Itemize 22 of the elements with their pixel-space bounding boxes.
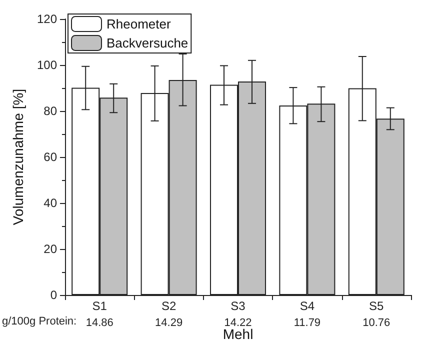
y-tick-label: 100: [36, 58, 58, 72]
x-tick-label: S3: [230, 299, 246, 313]
text: 10.76: [362, 317, 390, 329]
y-tick-label: 40: [44, 196, 58, 210]
y-tick-label: 120: [36, 12, 58, 26]
legend-label: Rheometer: [106, 16, 172, 32]
y-tick-label: 20: [44, 242, 58, 256]
text: 14.22: [224, 317, 252, 329]
text: 14.86: [86, 317, 114, 329]
y-tick-label: 80: [44, 104, 58, 118]
y-tick-label: 60: [44, 150, 58, 164]
x-tick-label: S1: [92, 299, 108, 313]
x-axis-title: Mehl: [222, 326, 254, 342]
text: g/100g Protein:: [2, 316, 77, 328]
text: 14.29: [155, 317, 183, 329]
x-tick-label: S2: [161, 299, 176, 313]
x-tick-label: S4: [300, 299, 315, 313]
x-tick-label: S5: [369, 299, 384, 313]
y-tick-label: 0: [50, 288, 58, 302]
y-axis-title: Volumenzunahme [%]: [10, 88, 26, 226]
text: 11.79: [294, 317, 321, 329]
legend-label: Backversuche: [106, 36, 188, 50]
